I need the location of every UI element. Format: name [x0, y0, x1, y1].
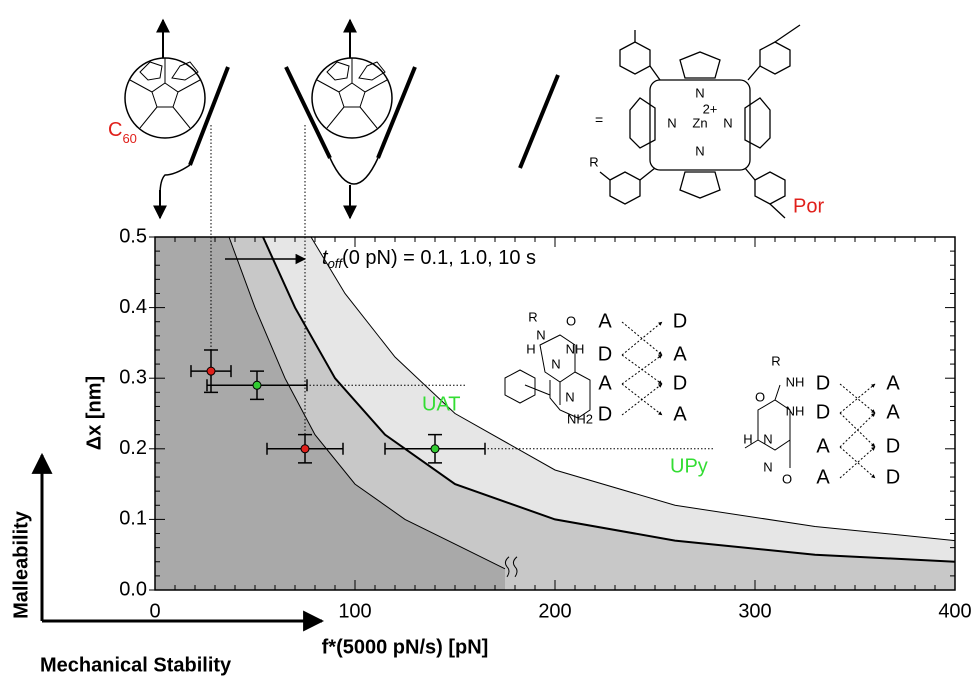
c60-main: C — [108, 119, 122, 141]
h-bond-site: A — [816, 435, 830, 457]
atom-label: O — [782, 471, 792, 486]
molecule-bonds — [744, 384, 791, 468]
h-bond-site: A — [673, 343, 687, 365]
h-bond-arrow — [621, 321, 663, 356]
atom-label: Zn — [692, 115, 707, 130]
h-bond-arrow — [621, 354, 663, 385]
atom-label: H — [526, 341, 535, 356]
curve — [228, 236, 506, 570]
atom-label: N — [723, 115, 732, 130]
atom-label: R — [771, 353, 780, 368]
plot-area: 0 100 200 300 400 0.0 0.1 0.2 0.3 0.4 0.5 f*(5000 p… — [83, 125, 972, 658]
h-bond-site: A — [886, 372, 900, 394]
y-tick-label: 0.2 — [119, 437, 147, 459]
schematic — [124, 18, 801, 220]
curve — [310, 236, 956, 542]
por-label: Por — [793, 195, 824, 217]
h-bond-site: D — [816, 372, 830, 394]
point — [430, 444, 440, 454]
h-bond-site: D — [886, 435, 900, 457]
atom-label: R — [528, 309, 537, 324]
x-tick-label: 200 — [538, 600, 571, 622]
x-tick-label: 400 — [938, 600, 971, 622]
atom-label: NH — [786, 374, 805, 389]
annotation-t: t — [322, 247, 329, 269]
atom-label: H — [743, 431, 752, 446]
point — [300, 444, 310, 454]
uat-label: UAT — [422, 393, 461, 415]
annotation-sub: off — [328, 256, 344, 271]
equals-sign: = — [595, 112, 603, 128]
h-bond-arrow — [621, 383, 663, 416]
point — [206, 366, 216, 376]
h-bond-site: A — [673, 403, 687, 425]
h-bond-site: A — [886, 401, 900, 423]
atom-label: N — [667, 115, 676, 130]
c60-label: C60 — [108, 119, 137, 146]
h-bond-site: D — [598, 343, 612, 365]
h-bond-arrow — [839, 412, 876, 448]
atom-label: N — [763, 431, 772, 446]
atom-label: N — [763, 459, 772, 474]
upy-label: UPy — [670, 455, 708, 477]
atom-label: O — [755, 389, 765, 404]
y-tick-label: 0.0 — [119, 578, 147, 600]
x-tick-label: 300 — [738, 600, 771, 622]
h-bond-site: D — [673, 372, 687, 394]
h-bond-arrow — [839, 383, 876, 414]
atom-label: 2+ — [703, 101, 718, 116]
atom-label: N — [565, 389, 574, 404]
h-bond-site: D — [598, 403, 612, 425]
x-axis-label: f*(5000 pN/s) [pN] — [322, 636, 489, 658]
h-bond-site: A — [816, 466, 830, 488]
region — [155, 237, 505, 590]
y-tick-label: 0.1 — [119, 508, 147, 530]
atom-label: N — [551, 356, 560, 371]
y-tick-label: 0.3 — [119, 366, 147, 388]
atom-label: R — [589, 154, 598, 169]
point — [252, 380, 262, 390]
atom-label: O — [566, 313, 576, 328]
y-tick-label: 0.5 — [119, 225, 147, 247]
y-axis-label: Δx [nm] — [83, 376, 105, 450]
h-bond-arrow — [839, 383, 876, 414]
atom-label: N — [695, 143, 704, 158]
atom-label: N — [695, 85, 704, 100]
y-tick-label: 0.4 — [119, 296, 147, 318]
x-tick-label: 100 — [338, 600, 371, 622]
c60-sub: 60 — [122, 131, 136, 146]
corner-y-label: Malleability — [10, 510, 32, 619]
corner-x-label: Mechanical Stability — [40, 654, 232, 676]
annotation: toff(0 pN) = 0.1, 1.0, 10 s — [322, 247, 536, 271]
h-bond-site: D — [886, 466, 900, 488]
h-bond-site: A — [598, 310, 612, 332]
atom-label: N — [536, 327, 545, 342]
atom-label: NH — [786, 403, 805, 418]
h-bond-site: D — [673, 310, 687, 332]
h-bond-site: A — [598, 372, 612, 394]
x-tick-label: 0 — [149, 600, 160, 622]
h-bond-site: D — [816, 401, 830, 423]
atom-label: NH2 — [567, 411, 593, 426]
curve — [262, 236, 956, 563]
annotation-rest: (0 pN) = 0.1, 1.0, 10 s — [342, 247, 536, 269]
molecule-bonds — [504, 334, 591, 419]
axis-break — [504, 556, 518, 578]
